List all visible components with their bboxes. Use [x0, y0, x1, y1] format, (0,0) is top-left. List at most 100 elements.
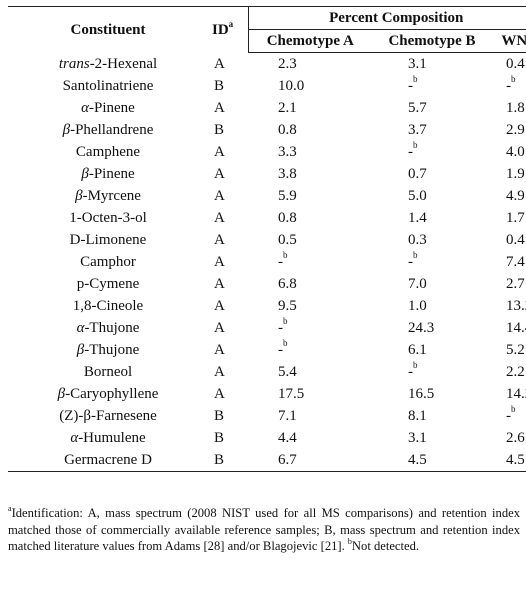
chemotype-a-value: 6.8: [278, 276, 297, 292]
table-row: β-Myrcene A 5.9 5.0 4.9: [8, 185, 526, 207]
header-id: IDa: [212, 18, 234, 38]
table-row: β-Pinene A 3.8 0.7 1.9: [8, 163, 526, 185]
constituent-name: D-Limonene: [8, 229, 208, 251]
identification-code: B: [214, 430, 225, 446]
wnj-value: 14.4: [506, 320, 526, 336]
identification-code: A: [214, 232, 225, 248]
chemotype-b-value: 6.1: [408, 342, 427, 358]
not-detected-marker: b: [413, 360, 418, 370]
constituent-name: β-Pinene: [8, 163, 208, 185]
chemotype-a-value: 6.7: [248, 449, 372, 472]
wnj-value: 2.2: [506, 364, 525, 380]
wnj-value: 5.2: [506, 342, 525, 358]
table-footnote: aIdentification: A, mass spectrum (2008 …: [8, 504, 520, 555]
table-row: β-Caryophyllene A 17.5 16.5 14.2: [8, 383, 526, 405]
table-body: trans-2-Hexenal A 2.3 3.1 0.4 Santolinatriene…: [8, 53, 526, 472]
identification-code: B: [214, 408, 225, 424]
chemotype-b-value: 3.1: [408, 56, 427, 72]
identification-code: A: [214, 100, 225, 116]
constituent-name: α-Humulene: [8, 427, 208, 449]
chemotype-b-value: 16.5: [408, 386, 435, 402]
constituent-prefix: α: [81, 100, 90, 116]
constituent-prefix: β: [57, 386, 66, 402]
constituent-label: -Phellandrene: [70, 122, 154, 138]
chemotype-a-value: 9.5: [278, 298, 297, 314]
footnote-identification-text: Identification: A, mass spectrum (2008 N…: [8, 506, 520, 553]
identification-code: A: [214, 320, 225, 336]
table-row: trans-2-Hexenal A 2.3 3.1 0.4: [8, 53, 526, 76]
constituent-label: -Thujone: [84, 342, 140, 358]
header-percent-composition: Percent Composition: [247, 6, 526, 30]
chemotype-a-value: 0.8: [278, 122, 297, 138]
constituent-name: p-Cymene: [8, 273, 208, 295]
chemotype-b-value: 7.0: [408, 276, 427, 292]
constituent-name: 1,8-Cineole: [8, 295, 208, 317]
table-row: Santolinatriene B 10.0 -b -b: [8, 75, 526, 97]
table-row: Germacrene D B 6.7 4.5 4.5: [8, 449, 526, 472]
chemotype-a-value: 17.5: [278, 386, 305, 402]
constituent-prefix: β: [81, 166, 89, 182]
not-detected-dash: -: [408, 144, 413, 160]
chemotype-a-value: -b: [248, 251, 372, 273]
not-detected-dash: -: [278, 254, 283, 270]
constituent-label: -Thujone: [84, 320, 140, 336]
chemotype-b-value: -b: [372, 361, 492, 383]
constituent-name: Santolinatriene: [8, 75, 208, 97]
identification-code: B: [208, 449, 248, 472]
constituent-name: β-Myrcene: [8, 185, 208, 207]
constituent-label: -Humulene: [78, 430, 146, 446]
chemotype-b-value: 5.0: [408, 188, 427, 204]
table-row: 1-Octen-3-ol A 0.8 1.4 1.7: [8, 207, 526, 229]
chemotype-a-value: -b: [248, 339, 372, 361]
chemotype-b-value: -b: [372, 251, 492, 273]
table-row: α-Pinene A 2.1 5.7 1.8: [8, 97, 526, 119]
not-detected-dash: -: [506, 78, 511, 94]
constituent-label: -Myrcene: [82, 188, 141, 204]
table-row: β-Phellandrene B 0.8 3.7 2.9: [8, 119, 526, 141]
constituent-label: Camphene: [75, 144, 141, 160]
chemotype-a-value: -b: [248, 317, 372, 339]
not-detected-marker: b: [283, 250, 288, 260]
constituent-label: Borneol: [83, 364, 133, 380]
not-detected-dash: -: [408, 364, 413, 380]
chemotype-a-value: 2.1: [278, 100, 297, 116]
chemotype-b-value: 3.1: [408, 430, 427, 446]
footnote-marker-b: b: [347, 536, 352, 546]
constituent-name: β-Caryophyllene: [8, 383, 208, 405]
wnj-value: 14.2: [506, 386, 526, 402]
identification-code: A: [214, 188, 225, 204]
table-row: D-Limonene A 0.5 0.3 0.4: [8, 229, 526, 251]
not-detected-marker: b: [413, 250, 418, 260]
table-row: Camphene A 3.3 -b 4.0: [8, 141, 526, 163]
chemotype-b-value: 5.7: [408, 100, 427, 116]
table-row: Borneol A 5.4 -b 2.2: [8, 361, 526, 383]
wnj-value: 2.7: [506, 276, 525, 292]
wnj-value: 0.4: [506, 56, 525, 72]
constituent-label: Santolinatriene: [62, 78, 154, 94]
chemotype-a-value: 5.4: [278, 364, 297, 380]
chemotype-b-value: 4.5: [372, 449, 492, 472]
constituent-name: β-Phellandrene: [8, 119, 208, 141]
identification-code: B: [214, 122, 225, 138]
wnj-value: -b: [492, 405, 526, 427]
constituent-prefix: α: [70, 430, 79, 446]
header-chemotype-a: Chemotype A: [247, 29, 372, 53]
header-constituent: Constituent: [70, 21, 146, 38]
not-detected-dash: -: [506, 408, 511, 424]
identification-code: A: [214, 166, 225, 182]
not-detected-dash: -: [278, 320, 283, 336]
constituent-label: -Pinene: [88, 166, 135, 182]
chemotype-b-value: 3.7: [408, 122, 427, 138]
footnote-not-detected-text: Not detected.: [351, 539, 420, 553]
not-detected-marker: b: [511, 404, 516, 414]
wnj-value: 1.8: [506, 100, 525, 116]
not-detected-marker: b: [283, 338, 288, 348]
composition-table: Constituent IDa Percent Composition Chem…: [8, 6, 526, 472]
constituent-label: -Pinene: [89, 100, 135, 116]
chemotype-a-value: 3.8: [278, 166, 297, 182]
constituent-label: -Caryophyllene: [65, 386, 159, 402]
constituent-name: trans-2-Hexenal: [8, 53, 208, 76]
not-detected-marker: b: [283, 316, 288, 326]
identification-code: A: [214, 342, 225, 358]
